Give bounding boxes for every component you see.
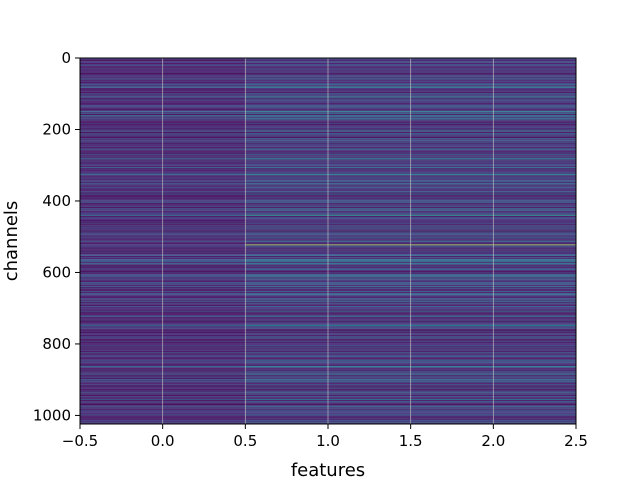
x-axis-ticks: −0.5 0.0 0.5 1.0 1.5 2.0 2.5 — [62, 424, 588, 450]
x-tick-label: 2.5 — [564, 432, 588, 450]
x-tick-label: 2.0 — [481, 432, 505, 450]
y-axis-ticks: 0 200 400 600 800 1000 — [33, 49, 80, 424]
y-tick-label: 1000 — [33, 406, 71, 424]
y-axis-label: channels — [1, 201, 22, 282]
x-tick-label: 0.5 — [233, 432, 257, 450]
y-tick-label: 800 — [42, 335, 71, 353]
y-tick-label: 600 — [42, 263, 71, 281]
x-tick-label: 1.0 — [316, 432, 340, 450]
y-tick-label: 0 — [61, 49, 71, 67]
x-tick-label: −0.5 — [62, 432, 98, 450]
y-tick-label: 400 — [42, 192, 71, 210]
y-tick-label: 200 — [42, 120, 71, 138]
x-axis-label: features — [291, 460, 365, 480]
x-tick-label: 0.0 — [151, 432, 175, 450]
x-tick-label: 1.5 — [399, 432, 423, 450]
